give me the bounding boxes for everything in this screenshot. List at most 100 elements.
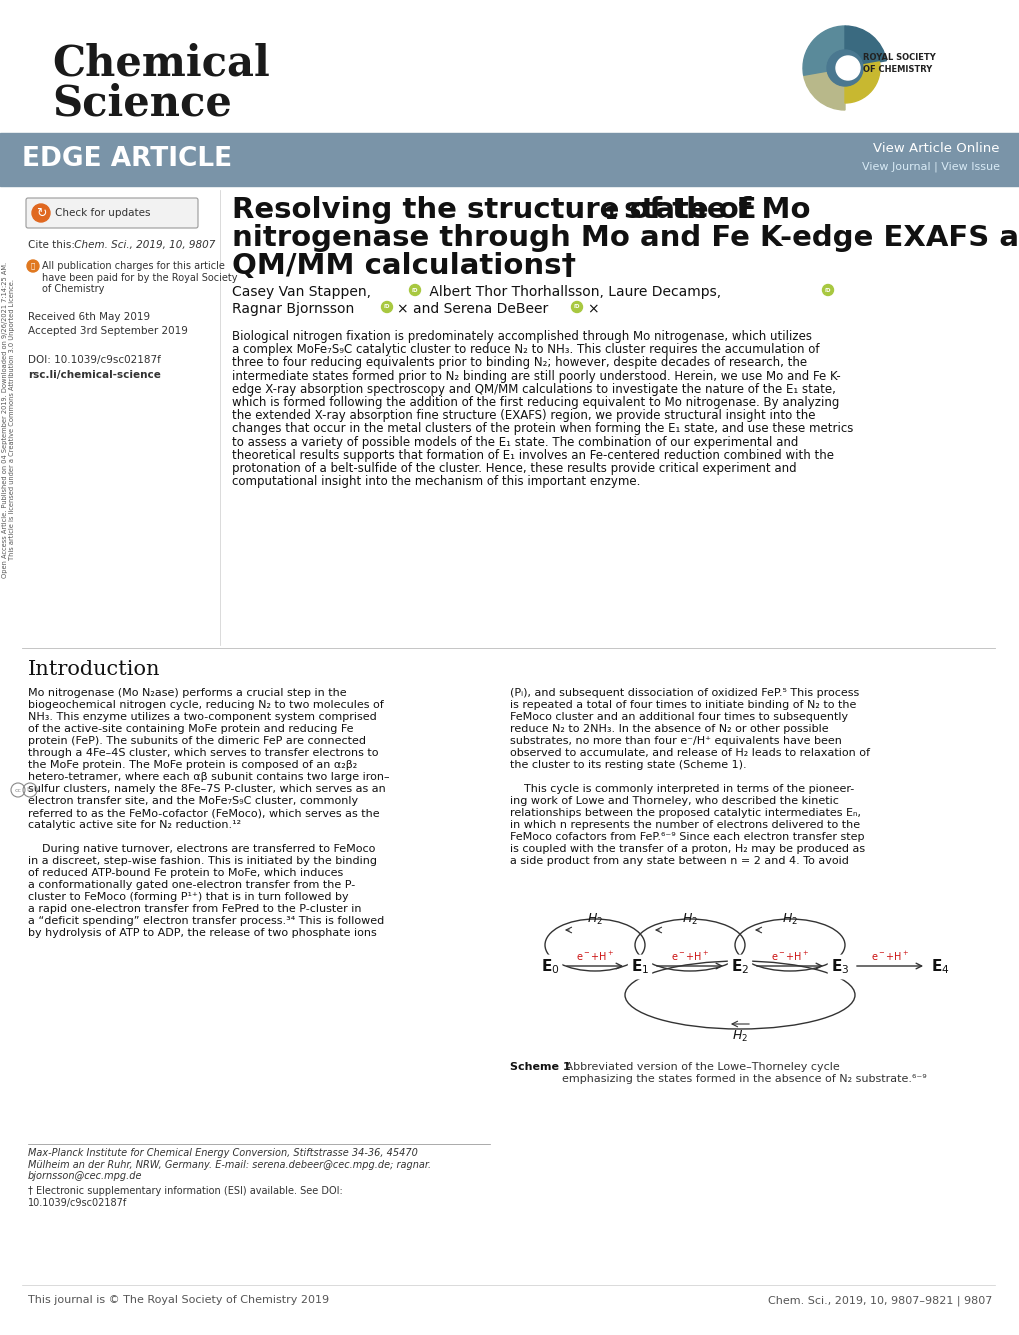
Text: Check for updates: Check for updates	[55, 208, 151, 218]
Text: FeMoco cluster and an additional four times to subsequently: FeMoco cluster and an additional four ti…	[510, 712, 847, 722]
Circle shape	[26, 260, 39, 272]
Bar	[0, 134, 1019, 186]
Text: Received 6th May 2019: Received 6th May 2019	[28, 312, 150, 322]
Text: † Electronic supplementary information (ESI) available. See DOI:
10.1039/c9sc021: † Electronic supplementary information (…	[28, 1185, 342, 1208]
Text: Chemical: Chemical	[52, 41, 269, 84]
Text: relationships between the proposed catalytic intermediates Eₙ,: relationships between the proposed catal…	[510, 808, 860, 818]
Text: Chem. Sci., 2019, 10, 9807–9821 | 9807: Chem. Sci., 2019, 10, 9807–9821 | 9807	[767, 1295, 991, 1306]
Text: catalytic active site for N₂ reduction.¹²: catalytic active site for N₂ reduction.¹…	[28, 820, 240, 830]
Text: observed to accumulate, and release of H₂ leads to relaxation of: observed to accumulate, and release of H…	[510, 748, 869, 758]
Text: in a discreet, step-wise fashion. This is initiated by the binding: in a discreet, step-wise fashion. This i…	[28, 856, 377, 866]
Text: H$_2$: H$_2$	[586, 912, 602, 926]
Text: E$_4$: E$_4$	[929, 957, 949, 976]
Text: the MoFe protein. The MoFe protein is composed of an α₂β₂: the MoFe protein. The MoFe protein is co…	[28, 760, 357, 770]
Text: is repeated a total of four times to initiate binding of N₂ to the: is repeated a total of four times to ini…	[510, 700, 856, 710]
Circle shape	[826, 49, 862, 85]
Text: e$^-$+H$^+$: e$^-$+H$^+$	[870, 949, 908, 963]
Text: the cluster to its resting state (Scheme 1).: the cluster to its resting state (Scheme…	[510, 760, 746, 770]
Text: ⚿: ⚿	[31, 263, 35, 270]
Text: EDGE ARTICLE: EDGE ARTICLE	[22, 146, 232, 172]
Text: View Journal | View Issue: View Journal | View Issue	[861, 162, 999, 172]
Text: OF CHEMISTRY: OF CHEMISTRY	[862, 65, 931, 75]
Text: FeMoco cofactors from FeP.⁶⁻⁹ Since each electron transfer step: FeMoco cofactors from FeP.⁶⁻⁹ Since each…	[510, 832, 864, 842]
Text: is coupled with the transfer of a proton, H₂ may be produced as: is coupled with the transfer of a proton…	[510, 844, 864, 854]
Text: QM/MM calculations†: QM/MM calculations†	[231, 252, 576, 280]
Text: e$^-$+H$^+$: e$^-$+H$^+$	[671, 949, 708, 963]
Wedge shape	[844, 25, 886, 68]
Text: Chem. Sci., 2019, 10, 9807: Chem. Sci., 2019, 10, 9807	[71, 240, 215, 250]
Text: Scheme 1: Scheme 1	[510, 1063, 570, 1072]
Text: cluster to FeMoco (forming P¹⁺) that is in turn followed by: cluster to FeMoco (forming P¹⁺) that is …	[28, 892, 348, 902]
Text: DOI: 10.1039/c9sc02187f: DOI: 10.1039/c9sc02187f	[28, 355, 161, 364]
Text: ROYAL SOCIETY: ROYAL SOCIETY	[862, 53, 934, 63]
Text: by hydrolysis of ATP to ADP, the release of two phosphate ions: by hydrolysis of ATP to ADP, the release…	[28, 928, 376, 939]
Text: E$_3$: E$_3$	[829, 957, 849, 976]
Text: in which n represents the number of electrons delivered to the: in which n represents the number of elec…	[510, 820, 859, 830]
Text: Cite this:: Cite this:	[28, 240, 75, 250]
Text: Open Access Article. Published on 04 September 2019. Downloaded on 9/26/2021 7:1: Open Access Article. Published on 04 Sep…	[2, 262, 15, 578]
Text: a complex MoFe₇S₉C catalytic cluster to reduce N₂ to NH₃. This cluster requires : a complex MoFe₇S₉C catalytic cluster to …	[231, 343, 818, 356]
Text: e$^-$+H$^+$: e$^-$+H$^+$	[575, 949, 613, 963]
Text: Science: Science	[52, 81, 231, 124]
Text: During native turnover, electrons are transferred to FeMoco: During native turnover, electrons are tr…	[28, 844, 375, 854]
Text: e$^-$+H$^+$: e$^-$+H$^+$	[770, 949, 808, 963]
Text: a side product from any state between n = 2 and 4. To avoid: a side product from any state between n …	[510, 856, 848, 866]
Wedge shape	[844, 61, 879, 103]
Text: Casey Van Stappen,: Casey Van Stappen,	[231, 284, 371, 299]
Text: This cycle is commonly interpreted in terms of the pioneer-: This cycle is commonly interpreted in te…	[510, 784, 854, 794]
Wedge shape	[802, 25, 844, 75]
Text: rsc.li/chemical-science: rsc.li/chemical-science	[28, 370, 161, 380]
Text: Mo nitrogenase (Mo N₂ase) performs a crucial step in the: Mo nitrogenase (Mo N₂ase) performs a cru…	[28, 688, 346, 698]
Text: protonation of a belt-sulfide of the cluster. Hence, these results provide criti: protonation of a belt-sulfide of the clu…	[231, 462, 796, 475]
Text: Biological nitrogen fixation is predominately accomplished through Mo nitrogenas: Biological nitrogen fixation is predomin…	[231, 330, 811, 343]
Text: ↻: ↻	[36, 207, 46, 219]
FancyBboxPatch shape	[25, 198, 198, 228]
Text: intermediate states formed prior to N₂ binding are still poorly understood. Here: intermediate states formed prior to N₂ b…	[231, 370, 840, 383]
Text: Max-Planck Institute for Chemical Energy Conversion, Stiftstrasse 34-36, 45470
M: Max-Planck Institute for Chemical Energy…	[28, 1148, 431, 1181]
Text: to assess a variety of possible models of the E₁ state. The combination of our e: to assess a variety of possible models o…	[231, 435, 798, 449]
Text: by: by	[26, 788, 34, 793]
Text: a conformationally gated one-electron transfer from the P-: a conformationally gated one-electron tr…	[28, 880, 355, 890]
Text: referred to as the FeMo-cofactor (FeMoco), which serves as the: referred to as the FeMo-cofactor (FeMoco…	[28, 808, 379, 818]
Circle shape	[836, 56, 859, 80]
Circle shape	[821, 284, 833, 295]
Text: E$_1$: E$_1$	[630, 957, 648, 976]
Text: of reduced ATP-bound Fe protein to MoFe, which induces: of reduced ATP-bound Fe protein to MoFe,…	[28, 868, 343, 878]
Text: which is formed following the addition of the first reducing equivalent to Mo ni: which is formed following the addition o…	[231, 396, 839, 409]
Text: of the active-site containing MoFe protein and reducing Fe: of the active-site containing MoFe prote…	[28, 724, 354, 734]
Text: Abbreviated version of the Lowe–Thorneley cycle
emphasizing the states formed in: Abbreviated version of the Lowe–Thornele…	[561, 1063, 926, 1084]
Text: View Article Online: View Article Online	[872, 143, 999, 155]
Text: electron transfer site, and the MoFe₇S₉C cluster, commonly: electron transfer site, and the MoFe₇S₉C…	[28, 796, 358, 806]
Text: Resolving the structure of the E: Resolving the structure of the E	[231, 196, 756, 224]
Text: reduce N₂ to 2NH₃. In the absence of N₂ or other possible: reduce N₂ to 2NH₃. In the absence of N₂ …	[510, 724, 827, 734]
Text: a “deficit spending” electron transfer process.³⁴ This is followed: a “deficit spending” electron transfer p…	[28, 916, 384, 926]
Circle shape	[32, 204, 50, 222]
Text: iD: iD	[824, 287, 830, 292]
Text: iD: iD	[412, 287, 418, 292]
Text: theoretical results supports that formation of E₁ involves an Fe-centered reduct: theoretical results supports that format…	[231, 449, 834, 462]
Text: cc: cc	[14, 788, 21, 793]
Text: computational insight into the mechanism of this important enzyme.: computational insight into the mechanism…	[231, 475, 640, 489]
Text: edge X-ray absorption spectroscopy and QM/MM calculations to investigate the nat: edge X-ray absorption spectroscopy and Q…	[231, 383, 835, 395]
Text: H$_2$: H$_2$	[682, 912, 697, 926]
Text: (Pᵢ), and subsequent dissociation of oxidized FeP.⁵ This process: (Pᵢ), and subsequent dissociation of oxi…	[510, 688, 858, 698]
Text: state of Mo: state of Mo	[613, 196, 809, 224]
Circle shape	[409, 284, 420, 295]
Text: through a 4Fe–4S cluster, which serves to transfer electrons to: through a 4Fe–4S cluster, which serves t…	[28, 748, 378, 758]
Text: sulfur clusters, namely the 8Fe–7S P-cluster, which serves as an: sulfur clusters, namely the 8Fe–7S P-clu…	[28, 784, 385, 794]
Text: nitrogenase through Mo and Fe K-edge EXAFS and: nitrogenase through Mo and Fe K-edge EXA…	[231, 224, 1019, 252]
Text: E$_2$: E$_2$	[731, 957, 748, 976]
Wedge shape	[803, 68, 844, 109]
Text: Ragnar Bjornsson: Ragnar Bjornsson	[231, 302, 354, 316]
Text: changes that occur in the metal clusters of the protein when forming the E₁ stat: changes that occur in the metal clusters…	[231, 422, 853, 435]
Text: 1: 1	[604, 206, 616, 223]
Circle shape	[381, 302, 392, 312]
Text: All publication charges for this article
have been paid for by the Royal Society: All publication charges for this article…	[42, 262, 237, 294]
Text: three to four reducing equivalents prior to binding N₂; however, despite decades: three to four reducing equivalents prior…	[231, 356, 806, 370]
Text: iD: iD	[573, 304, 580, 310]
Circle shape	[571, 302, 582, 312]
Text: substrates, no more than four e⁻/H⁺ equivalents have been: substrates, no more than four e⁻/H⁺ equi…	[510, 736, 841, 746]
Text: Introduction: Introduction	[28, 659, 160, 680]
Text: Albert Thor Thorhallsson, Laure Decamps,: Albert Thor Thorhallsson, Laure Decamps,	[425, 284, 720, 299]
Text: This journal is © The Royal Society of Chemistry 2019: This journal is © The Royal Society of C…	[28, 1295, 329, 1306]
